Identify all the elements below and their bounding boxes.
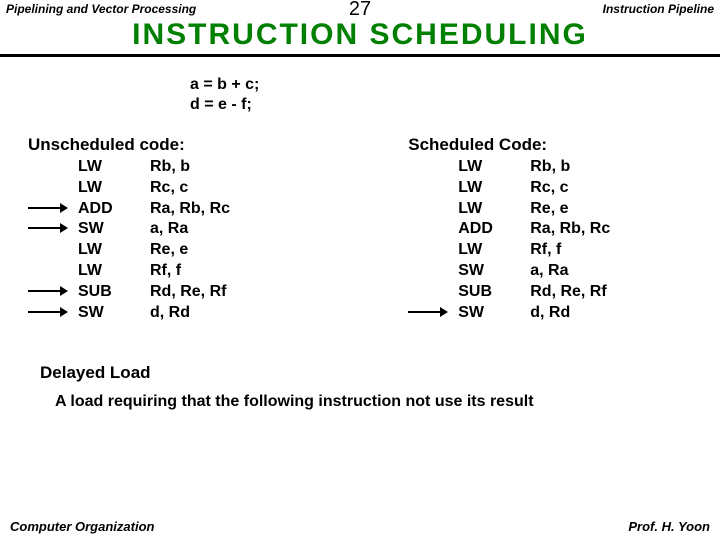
instruction-row: LWRe, e: [408, 199, 720, 220]
instruction-row: SWd, Rd: [408, 303, 720, 324]
opcode: SUB: [458, 282, 530, 303]
opcode: LW: [458, 240, 530, 261]
opcode: ADD: [78, 199, 150, 220]
footer: Computer Organization Prof. H. Yoon: [0, 519, 720, 534]
instruction-row: SWd, Rd: [28, 303, 398, 324]
opcode: SW: [458, 261, 530, 282]
instruction-row: ADDRa, Rb, Rc: [28, 199, 398, 220]
source-line: a = b + c;: [190, 75, 720, 95]
operands: Ra, Rb, Rc: [530, 219, 720, 240]
source-code: a = b + c; d = e - f;: [190, 75, 720, 115]
opcode: LW: [78, 157, 150, 178]
opcode: LW: [458, 178, 530, 199]
opcode: LW: [78, 178, 150, 199]
operands: Rc, c: [530, 178, 720, 199]
operands: d, Rd: [150, 303, 398, 324]
instruction-row: ADDRa, Rb, Rc: [408, 219, 720, 240]
page-number: 27: [349, 0, 371, 21]
arrow-cell: [28, 219, 78, 240]
operands: Rb, b: [150, 157, 398, 178]
operands: Rf, f: [530, 240, 720, 261]
arrow-icon: [28, 203, 68, 213]
instruction-row: SUBRd, Re, Rf: [408, 282, 720, 303]
operands: Rd, Re, Rf: [530, 282, 720, 303]
instruction-row: LWRc, c: [408, 178, 720, 199]
unscheduled-column: Unscheduled code: LWRb, bLWRc, cADDRa, R…: [0, 135, 398, 323]
instruction-row: SWa, Ra: [28, 219, 398, 240]
opcode: LW: [458, 199, 530, 220]
instruction-row: LWRe, e: [28, 240, 398, 261]
footer-left: Computer Organization: [10, 519, 154, 534]
instruction-row: SWa, Ra: [408, 261, 720, 282]
operands: a, Ra: [530, 261, 720, 282]
header: Pipelining and Vector Processing 27 Inst…: [0, 0, 720, 16]
unscheduled-title: Unscheduled code:: [28, 135, 398, 155]
instruction-row: LWRf, f: [408, 240, 720, 261]
opcode: SUB: [78, 282, 150, 303]
header-left: Pipelining and Vector Processing: [6, 2, 196, 16]
title-rule: [0, 54, 720, 57]
operands: Ra, Rb, Rc: [150, 199, 398, 220]
opcode: LW: [458, 157, 530, 178]
arrow-cell: [28, 303, 78, 324]
instruction-row: LWRc, c: [28, 178, 398, 199]
arrow-cell: [408, 303, 458, 324]
arrow-icon: [28, 223, 68, 233]
opcode: ADD: [458, 219, 530, 240]
opcode: SW: [78, 219, 150, 240]
operands: d, Rd: [530, 303, 720, 324]
scheduled-column: Scheduled Code: LWRb, bLWRc, cLWRe, eADD…: [398, 135, 720, 323]
code-columns: Unscheduled code: LWRb, bLWRc, cADDRa, R…: [0, 135, 720, 323]
arrow-icon: [408, 307, 448, 317]
scheduled-title: Scheduled Code:: [408, 135, 720, 155]
page-title: INSTRUCTION SCHEDULING: [0, 18, 720, 52]
source-line: d = e - f;: [190, 95, 720, 115]
instruction-row: LWRf, f: [28, 261, 398, 282]
arrow-icon: [28, 307, 68, 317]
operands: Rd, Re, Rf: [150, 282, 398, 303]
operands: a, Ra: [150, 219, 398, 240]
opcode: LW: [78, 240, 150, 261]
opcode: SW: [78, 303, 150, 324]
operands: Rb, b: [530, 157, 720, 178]
instruction-row: SUBRd, Re, Rf: [28, 282, 398, 303]
opcode: SW: [458, 303, 530, 324]
arrow-cell: [28, 199, 78, 220]
footer-right: Prof. H. Yoon: [628, 519, 710, 534]
instruction-row: LWRb, b: [28, 157, 398, 178]
delayed-load-heading: Delayed Load: [40, 363, 720, 383]
arrow-cell: [28, 282, 78, 303]
instruction-row: LWRb, b: [408, 157, 720, 178]
delayed-load-note: A load requiring that the following inst…: [55, 393, 720, 411]
operands: Rc, c: [150, 178, 398, 199]
operands: Re, e: [150, 240, 398, 261]
operands: Rf, f: [150, 261, 398, 282]
opcode: LW: [78, 261, 150, 282]
arrow-icon: [28, 286, 68, 296]
operands: Re, e: [530, 199, 720, 220]
header-right: Instruction Pipeline: [603, 2, 714, 16]
